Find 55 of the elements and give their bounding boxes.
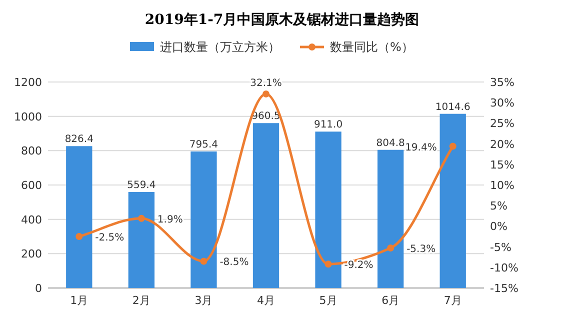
bar: [66, 146, 92, 288]
x-tick-label: 2月: [132, 294, 150, 307]
data-label: 32.1%: [250, 78, 282, 89]
data-label: -2.5%: [95, 232, 124, 244]
y-tick-label: 1200: [14, 76, 42, 89]
data-label: 826.4: [64, 134, 94, 146]
y2-tick-label: 0%: [490, 220, 508, 234]
y2-tick-label: 25%: [490, 117, 514, 130]
data-label: -8.5%: [220, 257, 249, 268]
y2-tick-label: -5%: [490, 240, 512, 254]
point: [387, 244, 394, 252]
data-label: 19.4%: [405, 142, 437, 154]
data-label: -5.3%: [406, 244, 436, 256]
x-tick-label: 6月: [382, 294, 400, 307]
y-tick-label: 800: [21, 144, 42, 158]
y-tick-label: 400: [21, 213, 42, 226]
y2-tick-label: 10%: [490, 179, 514, 192]
point: [76, 233, 83, 240]
data-label: 911.0: [314, 120, 343, 131]
y2-tick-label: 30%: [490, 96, 514, 110]
data-label: 559.4: [127, 180, 156, 191]
y-tick-label: 200: [21, 248, 42, 261]
bar: [252, 123, 280, 288]
x-tick-label: 7月: [444, 294, 462, 307]
point: [262, 90, 270, 98]
x-tick-label: 5月: [319, 294, 338, 307]
bar: [440, 114, 466, 288]
data-label: 1014.6: [435, 102, 470, 113]
bar: [377, 150, 404, 288]
data-label: 804.8: [376, 138, 405, 149]
point: [324, 260, 332, 268]
y2-tick-label: 5%: [490, 200, 508, 213]
y2-tick-label: -15%: [490, 282, 518, 295]
data-label: 795.4: [189, 139, 218, 150]
x-tick-label: 1月: [70, 294, 88, 307]
data-label: -9.2%: [344, 260, 374, 272]
legend-label: 进口数量（万立方米）: [160, 40, 280, 54]
y-tick-label: 0: [35, 282, 42, 295]
x-tick-label: 3月: [194, 294, 213, 307]
y2-tick-label: 20%: [490, 138, 514, 151]
x-tick-label: 4月: [257, 294, 275, 307]
y2-tick-label: 15%: [490, 158, 514, 172]
y-tick-label: 600: [21, 179, 42, 192]
chart-title: 2019年1-7月中国原木及锯材进口量趋势图: [144, 12, 420, 28]
bar: [190, 151, 217, 288]
point: [449, 142, 456, 150]
data-label: 1.9%: [157, 214, 183, 226]
bar: [128, 192, 155, 288]
legend-label: 数量同比（%）: [330, 40, 414, 54]
bar: [315, 132, 342, 288]
point: [138, 214, 145, 222]
y2-tick-label: -10%: [490, 261, 518, 274]
y2-tick-label: 35%: [490, 76, 514, 89]
point: [200, 258, 208, 265]
y-tick-label: 1000: [14, 110, 42, 124]
